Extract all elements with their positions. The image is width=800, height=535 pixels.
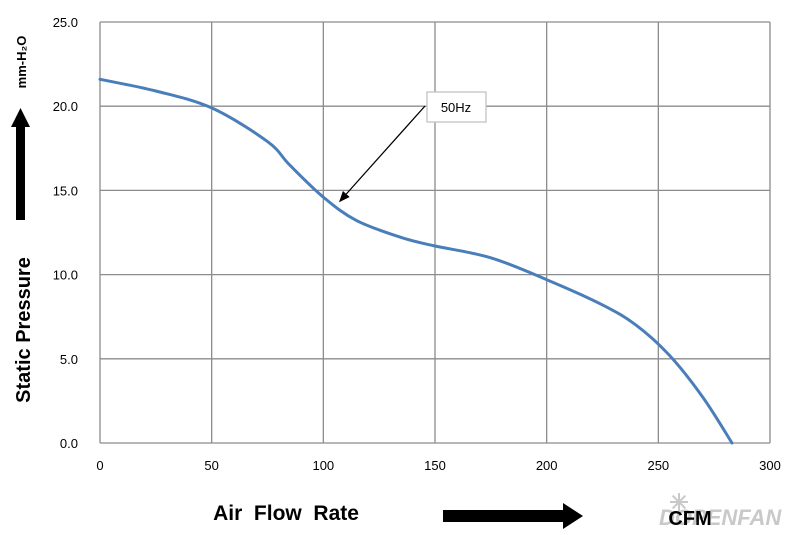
series-line-50hz <box>98 77 734 445</box>
y-tick-label: 5.0 <box>60 352 78 367</box>
x-axis-title-group: Air Flow Rate <box>213 502 583 529</box>
x-axis-unit: CFM <box>668 508 711 530</box>
x-tick-label: 0 <box>96 458 103 473</box>
grid <box>99 21 771 444</box>
y-tick-label: 25.0 <box>53 15 78 30</box>
annotation-box <box>426 91 487 123</box>
y-axis-arrow-shaft <box>16 125 25 220</box>
x-tick-label: 100 <box>312 458 334 473</box>
x-tick-label: 300 <box>759 458 781 473</box>
x-axis-arrow-shaft <box>443 510 565 522</box>
x-axis-title: Air Flow Rate <box>213 502 359 525</box>
y-axis-title: Static Pressure <box>13 257 35 403</box>
y-axis-ticks: 0.0 5.0 10.0 15.0 20.0 25.0 <box>53 15 78 451</box>
x-tick-label: 250 <box>647 458 669 473</box>
x-axis-arrow-head <box>563 503 583 529</box>
x-tick-label: 200 <box>536 458 558 473</box>
y-tick-label: 10.0 <box>53 268 78 283</box>
watermark: DOPENFAN <box>659 493 782 530</box>
x-tick-label: 50 <box>204 458 218 473</box>
annotation-label: 50Hz <box>441 100 471 115</box>
y-axis-title-group: Static Pressure mm-H₂O <box>11 36 35 403</box>
y-tick-label: 20.0 <box>53 99 78 114</box>
watermark-text: DOPENFAN <box>659 505 782 530</box>
annotation-arrowhead <box>339 191 350 203</box>
y-tick-label: 15.0 <box>53 183 78 198</box>
y-axis-arrow-head <box>11 108 30 127</box>
y-tick-label: 0.0 <box>60 436 78 451</box>
y-axis-unit: mm-H₂O <box>14 36 29 89</box>
sun-logo-icon <box>670 493 688 511</box>
x-axis-ticks: 0 50 100 150 200 250 300 <box>96 458 780 473</box>
x-tick-label: 150 <box>424 458 446 473</box>
annotation-callout: 50Hz <box>339 91 487 203</box>
annotation-arrow <box>345 105 426 195</box>
